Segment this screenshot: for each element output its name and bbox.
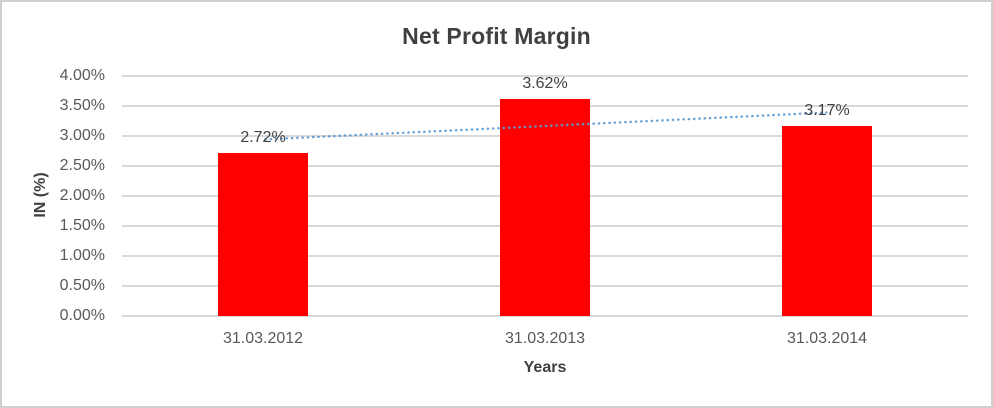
bar — [782, 125, 872, 316]
x-category-label: 31.03.2012 — [222, 330, 304, 347]
x-category-label: 31.03.2013 — [504, 330, 586, 347]
bar-data-label: 3.17% — [804, 101, 850, 119]
bar-data-label: 3.62% — [522, 74, 568, 92]
y-tick-label: 0.50% — [59, 277, 105, 294]
y-tick-label: 0.00% — [59, 307, 105, 324]
y-tick-label: 2.00% — [59, 187, 105, 204]
bar — [500, 98, 590, 316]
gridline — [122, 75, 968, 77]
bar-data-label: 2.72% — [240, 128, 286, 146]
gridline — [122, 315, 968, 317]
chart-title: Net Profit Margin — [402, 23, 591, 49]
y-tick-label: 3.00% — [59, 127, 105, 144]
x-category-label: 31.03.2014 — [786, 330, 868, 347]
y-tick-label: 2.50% — [59, 157, 105, 174]
y-tick-label: 1.50% — [59, 217, 105, 234]
y-tick-label: 4.00% — [59, 67, 105, 84]
x-axis-title: Years — [523, 359, 567, 376]
y-tick-label: 3.50% — [59, 97, 105, 114]
y-tick-label: 1.00% — [59, 247, 105, 264]
bar — [218, 152, 308, 316]
